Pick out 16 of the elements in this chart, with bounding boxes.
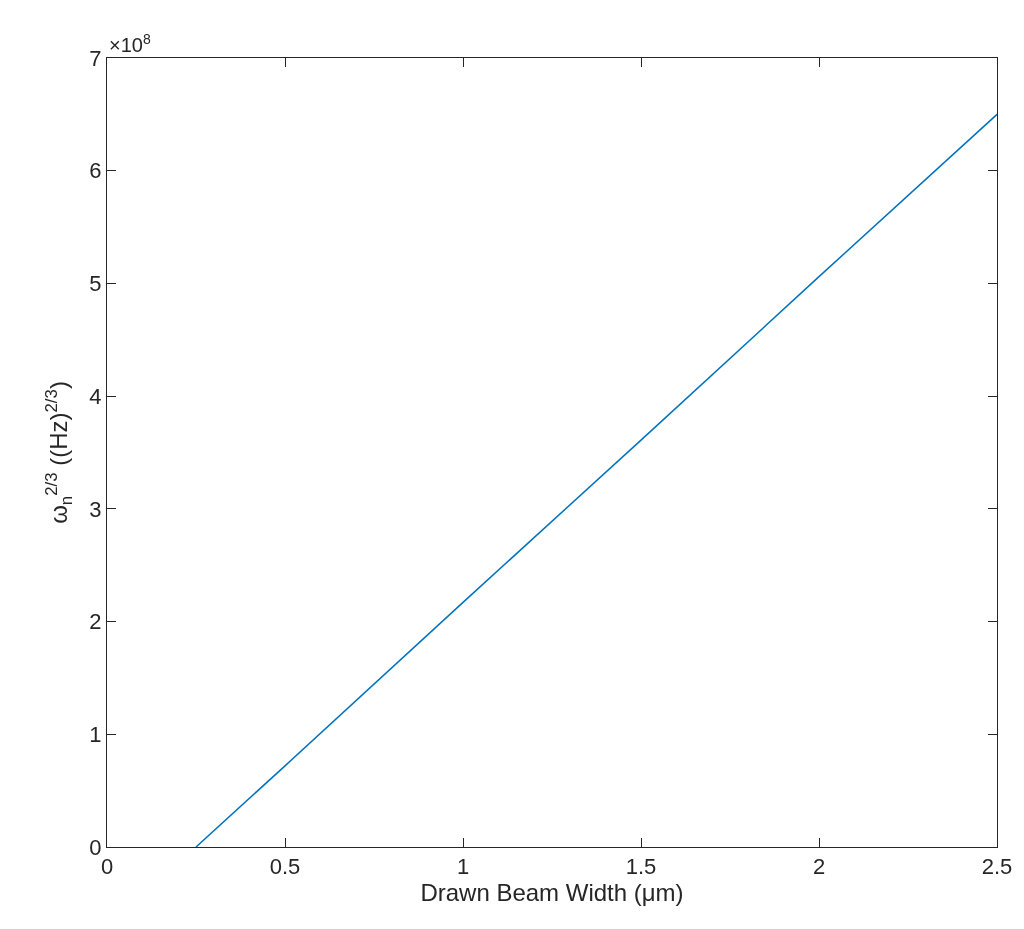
y-tick-label: 3 — [89, 496, 102, 522]
y-tick-label: 0 — [89, 834, 102, 860]
x-tick-label: 2 — [812, 854, 826, 880]
y-tick-label: 6 — [89, 158, 102, 184]
y-tick-label: 2 — [89, 609, 102, 635]
line-series — [195, 113, 997, 847]
y-tick-label: 4 — [89, 383, 102, 409]
y-tick-label: 1 — [89, 721, 102, 747]
x-tick-label: 2.5 — [981, 854, 1013, 880]
y-tick-label: 7 — [89, 45, 102, 71]
x-axis-title: Drawn Beam Width (μm) — [420, 879, 684, 907]
x-tick-label: 1.5 — [625, 854, 657, 880]
x-tick-label: 1 — [456, 854, 470, 880]
x-tick-label: 0.5 — [269, 854, 301, 880]
y-tick-label: 5 — [89, 271, 102, 297]
text: ×10$^{8}$ — [109, 31, 151, 57]
